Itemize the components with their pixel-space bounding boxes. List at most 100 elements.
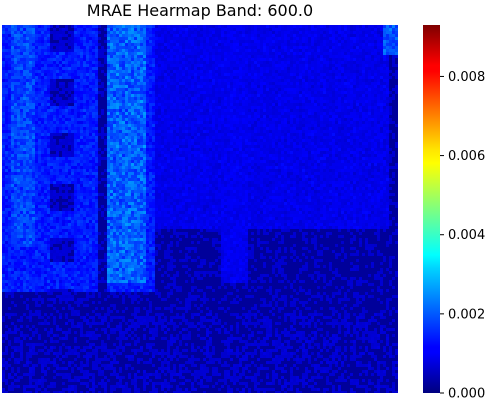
heatmap-cell: [239, 70, 242, 73]
heatmap-cell: [152, 61, 155, 64]
heatmap-cell: [245, 79, 248, 82]
heatmap-cell: [71, 136, 74, 139]
heatmap-cell: [26, 91, 29, 94]
heatmap-cell: [239, 67, 242, 70]
heatmap-cell: [392, 136, 395, 139]
heatmap-cell: [260, 40, 263, 43]
heatmap-cell: [290, 121, 293, 124]
heatmap-cell: [5, 136, 8, 139]
heatmap-cell: [86, 49, 89, 52]
heatmap-cell: [233, 103, 236, 106]
heatmap-cell: [227, 85, 230, 88]
heatmap-cell: [110, 133, 113, 136]
heatmap-cell: [56, 49, 59, 52]
heatmap-cell: [152, 85, 155, 88]
heatmap-cell: [365, 121, 368, 124]
heatmap-cell: [320, 118, 323, 121]
heatmap-cell: [110, 94, 113, 97]
heatmap-cell: [344, 85, 347, 88]
heatmap-cell: [176, 130, 179, 133]
heatmap-cell: [200, 91, 203, 94]
heatmap-cell: [374, 133, 377, 136]
heatmap-cell: [224, 61, 227, 64]
heatmap-cell: [83, 76, 86, 79]
heatmap-cell: [107, 124, 110, 127]
heatmap-cell: [20, 103, 23, 106]
heatmap-cell: [254, 130, 257, 133]
heatmap-cell: [8, 37, 11, 40]
heatmap-cell: [245, 52, 248, 55]
heatmap-cell: [89, 34, 92, 37]
heatmap-cell: [113, 94, 116, 97]
heatmap-cell: [275, 34, 278, 37]
heatmap-cell: [89, 25, 92, 28]
heatmap-cell: [278, 40, 281, 43]
heatmap-cell: [368, 40, 371, 43]
heatmap-cell: [341, 34, 344, 37]
heatmap-cell: [263, 88, 266, 91]
heatmap-cell: [128, 136, 131, 139]
heatmap-cell: [167, 121, 170, 124]
heatmap-cell: [62, 112, 65, 115]
heatmap-cell: [302, 100, 305, 103]
heatmap-cell: [383, 28, 386, 31]
heatmap-cell: [230, 25, 233, 28]
heatmap-cell: [284, 67, 287, 70]
heatmap-cell: [266, 25, 269, 28]
heatmap-cell: [131, 97, 134, 100]
heatmap-cell: [323, 130, 326, 133]
heatmap-cell: [239, 133, 242, 136]
heatmap-cell: [2, 70, 5, 73]
heatmap-cell: [83, 31, 86, 34]
heatmap-cell: [263, 46, 266, 49]
heatmap-cell: [251, 88, 254, 91]
heatmap-cell: [110, 31, 113, 34]
heatmap-cell: [296, 106, 299, 109]
heatmap-cell: [152, 67, 155, 70]
heatmap-cell: [173, 70, 176, 73]
heatmap-cell: [224, 88, 227, 91]
heatmap-cell: [50, 94, 53, 97]
heatmap-cell: [389, 100, 392, 103]
heatmap-cell: [263, 73, 266, 76]
heatmap-cell: [77, 31, 80, 34]
heatmap-cell: [80, 118, 83, 121]
heatmap-cell: [254, 136, 257, 139]
heatmap-cell: [137, 94, 140, 97]
heatmap-cell: [335, 49, 338, 52]
heatmap-cell: [128, 100, 131, 103]
heatmap-cell: [236, 79, 239, 82]
heatmap-cell: [143, 40, 146, 43]
heatmap-cell: [113, 28, 116, 31]
heatmap-cell: [110, 88, 113, 91]
heatmap-cell: [14, 52, 17, 55]
heatmap-cell: [236, 73, 239, 76]
heatmap-cell: [278, 55, 281, 58]
heatmap-cell: [254, 109, 257, 112]
heatmap-cell: [8, 91, 11, 94]
heatmap-cell: [326, 124, 329, 127]
heatmap-cell: [137, 133, 140, 136]
heatmap-cell: [200, 109, 203, 112]
heatmap-cell: [254, 97, 257, 100]
heatmap-cell: [365, 109, 368, 112]
heatmap-cell: [23, 139, 26, 142]
heatmap-cell: [152, 58, 155, 61]
heatmap-cell: [344, 136, 347, 139]
heatmap-cell: [38, 64, 41, 67]
heatmap-cell: [188, 124, 191, 127]
heatmap-cell: [56, 34, 59, 37]
heatmap-cell: [2, 46, 5, 49]
heatmap-cell: [35, 46, 38, 49]
heatmap-cell: [161, 76, 164, 79]
heatmap-cell: [32, 82, 35, 85]
heatmap-cell: [302, 112, 305, 115]
heatmap-cell: [131, 79, 134, 82]
heatmap-cell: [308, 133, 311, 136]
heatmap-cell: [350, 100, 353, 103]
heatmap-cell: [11, 67, 14, 70]
heatmap-cell: [329, 79, 332, 82]
heatmap-cell: [389, 70, 392, 73]
heatmap-cell: [386, 37, 389, 40]
heatmap-cell: [26, 127, 29, 130]
